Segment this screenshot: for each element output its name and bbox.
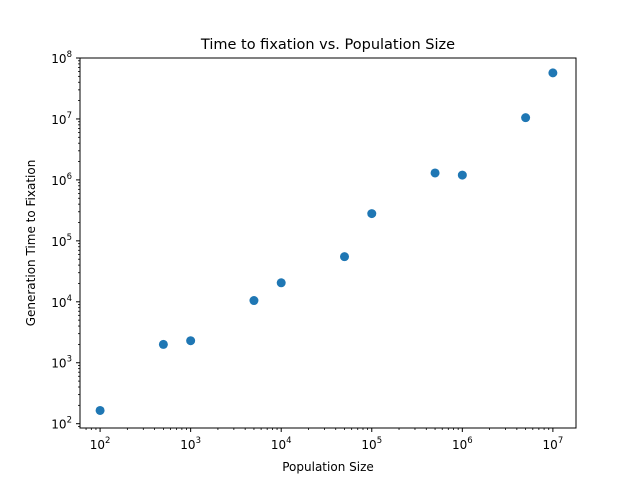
x-tick-label: 103 [180, 436, 201, 452]
data-point [276, 278, 286, 288]
data-point [340, 252, 350, 262]
data-point [457, 170, 467, 180]
y-tick-label: 105 [51, 233, 72, 249]
x-axis-label: Population Size [282, 460, 374, 474]
x-tick-label: 105 [361, 436, 382, 452]
data-point [548, 68, 558, 78]
y-tick-label: 104 [51, 294, 72, 310]
y-tick-label: 106 [51, 172, 72, 188]
y-tick-label: 103 [51, 355, 72, 371]
data-point [95, 405, 105, 415]
data-point [521, 113, 531, 123]
chart-title: Time to fixation vs. Population Size [200, 37, 455, 53]
y-tick-label: 107 [51, 111, 72, 127]
data-point [249, 296, 259, 306]
y-axis-ticks: 102 103 104 105 106 107 108 [51, 50, 80, 432]
y-tick-label: 108 [51, 50, 72, 66]
y-tick-label: 102 [51, 416, 72, 432]
x-axis-ticks: 102 103 104 105 106 107 [85, 428, 564, 452]
data-point [430, 168, 440, 178]
x-tick-label: 107 [543, 436, 564, 452]
x-tick-label: 104 [271, 436, 292, 452]
scatter-points [95, 68, 558, 415]
data-point [158, 339, 168, 349]
plot-area-frame [79, 57, 577, 429]
data-point [367, 209, 377, 219]
y-axis-label: Generation Time to Fixation [24, 160, 38, 327]
x-tick-label: 106 [452, 436, 473, 452]
data-point [186, 336, 196, 346]
x-tick-label: 102 [90, 436, 111, 452]
